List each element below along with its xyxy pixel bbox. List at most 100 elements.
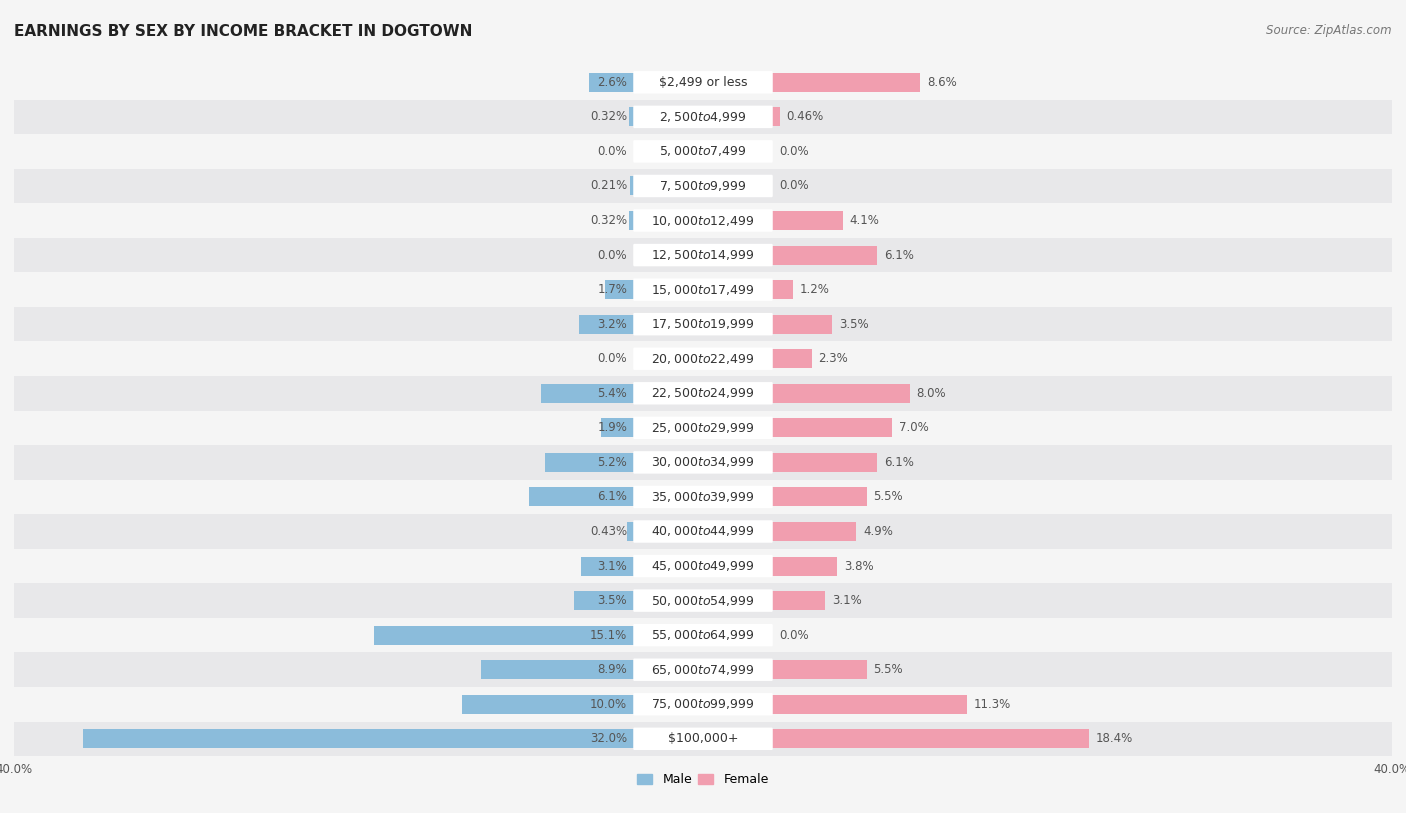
Text: Source: ZipAtlas.com: Source: ZipAtlas.com	[1267, 24, 1392, 37]
Bar	[628, 211, 634, 230]
Text: 8.9%: 8.9%	[598, 663, 627, 676]
Text: $12,500 to $14,999: $12,500 to $14,999	[651, 248, 755, 262]
Text: 6.1%: 6.1%	[884, 456, 914, 469]
Text: 0.0%: 0.0%	[598, 249, 627, 262]
Text: 0.43%: 0.43%	[591, 525, 627, 538]
Bar	[374, 626, 634, 645]
FancyBboxPatch shape	[633, 693, 773, 715]
Bar	[83, 729, 634, 748]
Text: $17,500 to $19,999: $17,500 to $19,999	[651, 317, 755, 331]
Text: $25,000 to $29,999: $25,000 to $29,999	[651, 421, 755, 435]
Bar	[772, 695, 966, 714]
Bar	[529, 488, 634, 506]
Bar	[14, 584, 1392, 618]
Bar	[14, 65, 1392, 99]
Bar	[589, 73, 634, 92]
Text: $55,000 to $64,999: $55,000 to $64,999	[651, 628, 755, 642]
FancyBboxPatch shape	[633, 71, 773, 93]
Text: 18.4%: 18.4%	[1095, 733, 1133, 746]
Text: 8.6%: 8.6%	[927, 76, 956, 89]
Bar	[14, 203, 1392, 237]
Text: 4.1%: 4.1%	[849, 214, 879, 227]
FancyBboxPatch shape	[633, 382, 773, 405]
Bar	[772, 350, 811, 368]
Text: $5,000 to $7,499: $5,000 to $7,499	[659, 145, 747, 159]
Bar	[605, 280, 634, 299]
FancyBboxPatch shape	[633, 209, 773, 232]
Text: 6.1%: 6.1%	[884, 249, 914, 262]
Bar	[481, 660, 634, 679]
Bar	[772, 557, 838, 576]
Text: 5.2%: 5.2%	[598, 456, 627, 469]
FancyBboxPatch shape	[633, 175, 773, 198]
Bar	[14, 341, 1392, 376]
Bar	[772, 660, 866, 679]
Text: 3.1%: 3.1%	[598, 559, 627, 572]
Text: $22,500 to $24,999: $22,500 to $24,999	[651, 386, 755, 400]
Bar	[581, 557, 634, 576]
Bar	[14, 480, 1392, 515]
Text: $2,500 to $4,999: $2,500 to $4,999	[659, 110, 747, 124]
Text: $20,000 to $22,499: $20,000 to $22,499	[651, 352, 755, 366]
Bar	[772, 315, 832, 333]
Bar	[627, 522, 634, 541]
Bar	[14, 307, 1392, 341]
Bar	[772, 522, 856, 541]
Bar	[772, 384, 910, 402]
FancyBboxPatch shape	[633, 520, 773, 543]
Bar	[14, 687, 1392, 722]
Text: $65,000 to $74,999: $65,000 to $74,999	[651, 663, 755, 676]
Text: 11.3%: 11.3%	[973, 698, 1011, 711]
FancyBboxPatch shape	[633, 106, 773, 128]
Bar	[14, 446, 1392, 480]
Text: 1.9%: 1.9%	[598, 421, 627, 434]
FancyBboxPatch shape	[633, 624, 773, 646]
Bar	[772, 246, 877, 264]
Text: 0.46%: 0.46%	[787, 111, 824, 124]
Text: 5.5%: 5.5%	[873, 490, 903, 503]
Text: $10,000 to $12,499: $10,000 to $12,499	[651, 214, 755, 228]
FancyBboxPatch shape	[633, 140, 773, 163]
Text: $40,000 to $44,999: $40,000 to $44,999	[651, 524, 755, 538]
Text: $30,000 to $34,999: $30,000 to $34,999	[651, 455, 755, 469]
FancyBboxPatch shape	[633, 659, 773, 681]
Text: 5.5%: 5.5%	[873, 663, 903, 676]
FancyBboxPatch shape	[633, 347, 773, 370]
Text: 3.5%: 3.5%	[598, 594, 627, 607]
Text: 10.0%: 10.0%	[591, 698, 627, 711]
Text: 4.9%: 4.9%	[863, 525, 893, 538]
Bar	[461, 695, 634, 714]
FancyBboxPatch shape	[633, 589, 773, 612]
Bar	[14, 237, 1392, 272]
FancyBboxPatch shape	[633, 554, 773, 577]
Text: $100,000+: $100,000+	[668, 733, 738, 746]
Bar	[14, 549, 1392, 584]
Text: 3.8%: 3.8%	[844, 559, 875, 572]
Text: 0.0%: 0.0%	[779, 180, 808, 193]
Text: EARNINGS BY SEX BY INCOME BRACKET IN DOGTOWN: EARNINGS BY SEX BY INCOME BRACKET IN DOG…	[14, 24, 472, 39]
Text: $7,500 to $9,999: $7,500 to $9,999	[659, 179, 747, 193]
Bar	[14, 411, 1392, 446]
Bar	[541, 384, 634, 402]
Bar	[14, 376, 1392, 411]
Bar	[772, 419, 893, 437]
Text: 0.0%: 0.0%	[598, 352, 627, 365]
Text: 0.21%: 0.21%	[591, 180, 627, 193]
Text: 3.2%: 3.2%	[598, 318, 627, 331]
Bar	[14, 99, 1392, 134]
Text: 0.0%: 0.0%	[779, 628, 808, 641]
Text: 8.0%: 8.0%	[917, 387, 946, 400]
Bar	[14, 515, 1392, 549]
FancyBboxPatch shape	[633, 451, 773, 474]
Bar	[14, 652, 1392, 687]
FancyBboxPatch shape	[633, 313, 773, 336]
Bar	[772, 488, 866, 506]
Bar	[574, 591, 634, 610]
FancyBboxPatch shape	[633, 728, 773, 750]
Bar	[772, 729, 1088, 748]
Bar	[579, 315, 634, 333]
Text: 6.1%: 6.1%	[598, 490, 627, 503]
Text: 1.2%: 1.2%	[800, 283, 830, 296]
Bar	[14, 722, 1392, 756]
Text: 5.4%: 5.4%	[598, 387, 627, 400]
